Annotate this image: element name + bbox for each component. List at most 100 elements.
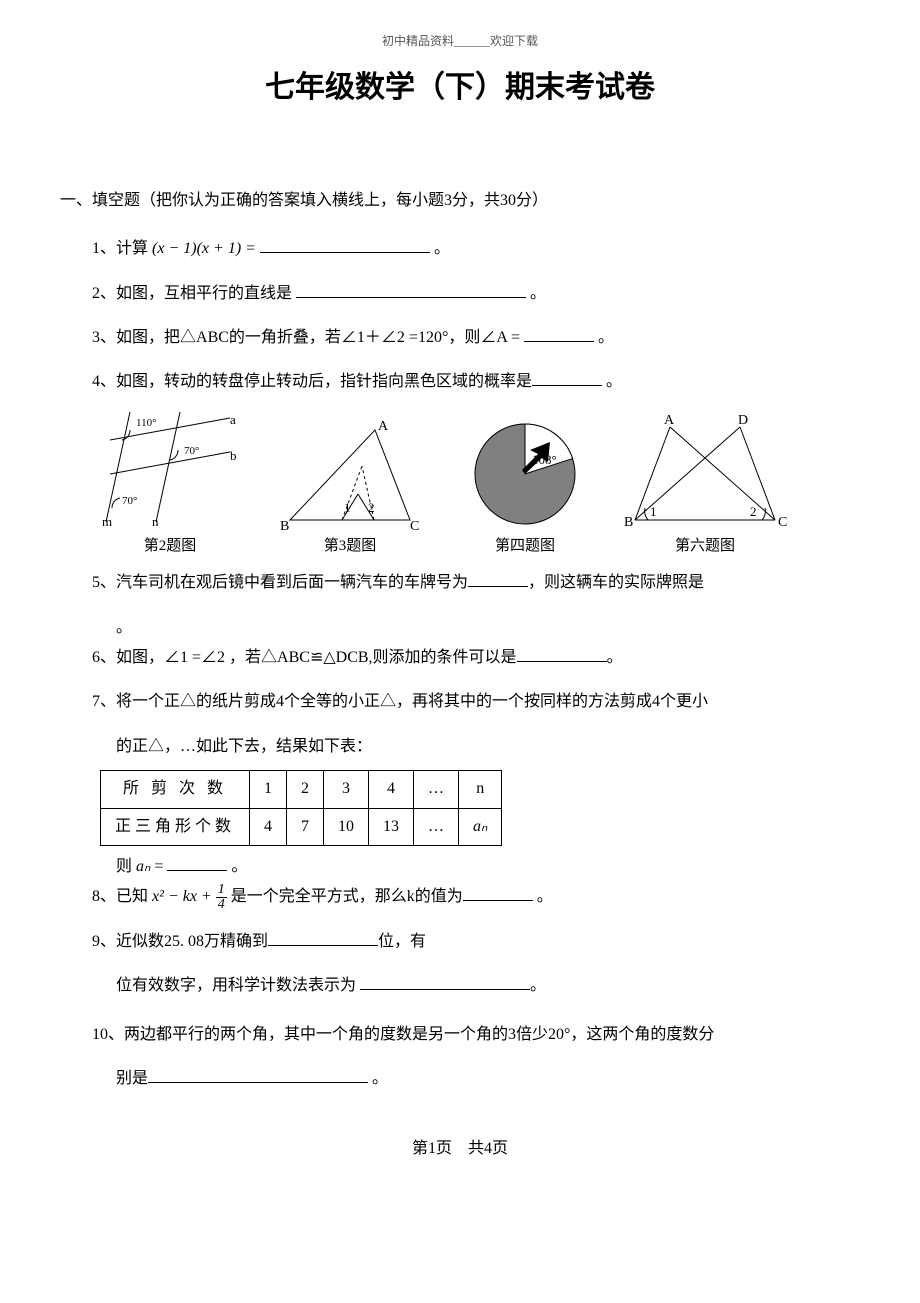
row-label: 所 剪 次 数 — [101, 771, 250, 808]
header-note: 初中精品资料______欢迎下载 — [60, 30, 860, 53]
q-mid: ，则这辆车的实际牌照是 — [528, 574, 704, 591]
page-footer: 第1页 共4页 — [60, 1134, 860, 1164]
question-5: 5、汽车司机在观后镜中看到后面一辆汽车的车牌号为 ，则这辆车的实际牌照是 — [92, 568, 860, 598]
blank — [268, 929, 378, 946]
table-cell: 1 — [250, 771, 287, 808]
q-tail: 。 — [533, 888, 553, 905]
q-then: 则 — [116, 858, 136, 875]
fig3-2: 2 — [368, 500, 375, 515]
frac-num: 1 — [216, 883, 227, 898]
q-num: 3、 — [92, 329, 116, 346]
q-tail: 。 — [430, 240, 450, 257]
q8-expr: x² − kx + — [152, 888, 216, 905]
fig4-svg: 108° — [460, 412, 590, 532]
blank — [296, 281, 526, 298]
q-text: 汽车司机在观后镜中看到后面一辆汽车的车牌号为 — [116, 574, 468, 591]
fig3-svg: A B C 1 2 — [270, 412, 430, 532]
question-9: 9、近似数25. 08万精确到位，有 — [92, 927, 860, 957]
fig6-C: C — [778, 515, 787, 530]
figure-3: A B C 1 2 第3题图 — [270, 412, 430, 561]
q-eq: = — [150, 858, 167, 875]
fig3-B: B — [280, 519, 289, 532]
table-cell: aₙ — [459, 808, 502, 845]
q-text: 位有效数字，用科学计数法表示为 — [116, 977, 360, 994]
fig3-1: 1 — [344, 500, 351, 515]
q-tail: 。 — [530, 977, 546, 994]
figure-4: 108° 第四题图 — [460, 412, 590, 561]
table-cell: 10 — [324, 808, 369, 845]
q7-table: 所 剪 次 数 1 2 3 4 … n 正三角形个数 4 7 10 13 … a… — [100, 770, 502, 846]
table-cell: … — [414, 808, 459, 845]
q-text: 计算 — [116, 240, 152, 257]
fig2-110: 110° — [136, 417, 157, 429]
blank — [532, 369, 602, 386]
q-tail: 。 — [594, 329, 614, 346]
section-heading: 一、填空题（把你认为正确的答案填入横线上，每小题3分，共30分） — [60, 186, 860, 216]
table-cell: 7 — [287, 808, 324, 845]
q-text: 两边都平行的两个角，其中一个角的度数是另一个角的3倍少20°，这两个角的度数分 — [124, 1026, 714, 1043]
question-10: 10、两边都平行的两个角，其中一个角的度数是另一个角的3倍少20°，这两个角的度… — [92, 1020, 860, 1050]
q-text: 如图，把△ABC的一角折叠，若∠1＋∠2 =120°，则∠A = — [116, 329, 524, 346]
question-2: 2、如图，互相平行的直线是 。 — [92, 279, 860, 309]
table-cell: 4 — [250, 808, 287, 845]
q-tail: 。 — [368, 1070, 388, 1087]
table-row: 所 剪 次 数 1 2 3 4 … n — [101, 771, 502, 808]
question-1: 1、计算 (x − 1)(x + 1) = 。 — [92, 234, 860, 264]
blank — [148, 1066, 368, 1083]
q-num: 6、 — [92, 649, 116, 666]
q-num: 2、 — [92, 285, 116, 302]
q-text: 将一个正△的纸片剪成4个全等的小正△，再将其中的一个按同样的方法剪成4个更小 — [116, 693, 708, 710]
fig6-svg: A D B C 1 2 — [620, 412, 790, 532]
figure-2: 110° 70° 70° a b m n 第2题图 — [100, 412, 240, 561]
table-cell: 3 — [324, 771, 369, 808]
q-dot: 。 — [227, 858, 247, 875]
q-num: 7、 — [92, 693, 116, 710]
q-num: 9、 — [92, 933, 116, 950]
row-label: 正三角形个数 — [101, 808, 250, 845]
q-tail: 。 — [602, 373, 622, 390]
fig6-2: 2 — [750, 504, 757, 519]
q7-an: aₙ — [136, 858, 150, 875]
table-cell: n — [459, 771, 502, 808]
q-text: 如图，∠1 =∠2 ，若△ABC≌△DCB,则添加的条件可以是 — [116, 649, 517, 666]
q-pre: 已知 — [116, 888, 152, 905]
question-8: 8、已知 x² − kx + 14 是一个完全平方式，那么k的值为 。 — [92, 882, 860, 912]
question-7: 7、将一个正△的纸片剪成4个全等的小正△，再将其中的一个按同样的方法剪成4个更小 — [92, 687, 860, 717]
q-num: 5、 — [92, 574, 116, 591]
blank — [167, 854, 227, 871]
question-10b: 别是 。 — [116, 1064, 860, 1094]
figure-caption: 第六题图 — [620, 532, 790, 561]
q-text: 近似数25. 08万精确到 — [116, 933, 268, 950]
frac-den: 4 — [216, 898, 227, 912]
table-cell: 2 — [287, 771, 324, 808]
q-post: 是一个完全平方式，那么k的值为 — [227, 888, 463, 905]
fig2-70b: 70° — [122, 495, 137, 507]
blank — [463, 884, 533, 901]
fig2-b: b — [230, 448, 237, 463]
question-7b: 的正△，…如此下去，结果如下表： — [116, 732, 860, 762]
question-6: 6、如图，∠1 =∠2 ，若△ABC≌△DCB,则添加的条件可以是 。 — [92, 643, 860, 673]
page-title: 七年级数学（下）期末考试卷 — [60, 59, 860, 116]
q-tail: 。 — [526, 285, 546, 302]
blank — [360, 973, 530, 990]
fig2-svg: 110° 70° 70° a b m n — [100, 412, 240, 532]
q1-expr: (x − 1)(x + 1) = — [152, 240, 260, 257]
table-row: 正三角形个数 4 7 10 13 … aₙ — [101, 808, 502, 845]
fig2-n: n — [152, 514, 159, 529]
fig2-a: a — [230, 412, 236, 427]
blank — [517, 645, 607, 662]
question-9b: 位有效数字，用科学计数法表示为 。 — [116, 971, 860, 1001]
figure-caption: 第2题图 — [100, 532, 240, 561]
q-text: 如图，互相平行的直线是 — [116, 285, 296, 302]
figure-caption: 第3题图 — [270, 532, 430, 561]
q-tail: 。 — [607, 649, 623, 666]
figure-6: A D B C 1 2 第六题图 — [620, 412, 790, 561]
fig3-A: A — [378, 419, 389, 434]
blank — [524, 325, 594, 342]
q-tail: 。 — [116, 619, 132, 636]
question-7c: 则 aₙ = 。 — [116, 852, 860, 882]
table-cell: 4 — [369, 771, 414, 808]
figure-row: 110° 70° 70° a b m n 第2题图 A B C 1 2 第3题图 — [100, 412, 860, 561]
question-4: 4、如图，转动的转盘停止转动后，指针指向黑色区域的概率是 。 — [92, 367, 860, 397]
fig6-D: D — [738, 413, 748, 428]
